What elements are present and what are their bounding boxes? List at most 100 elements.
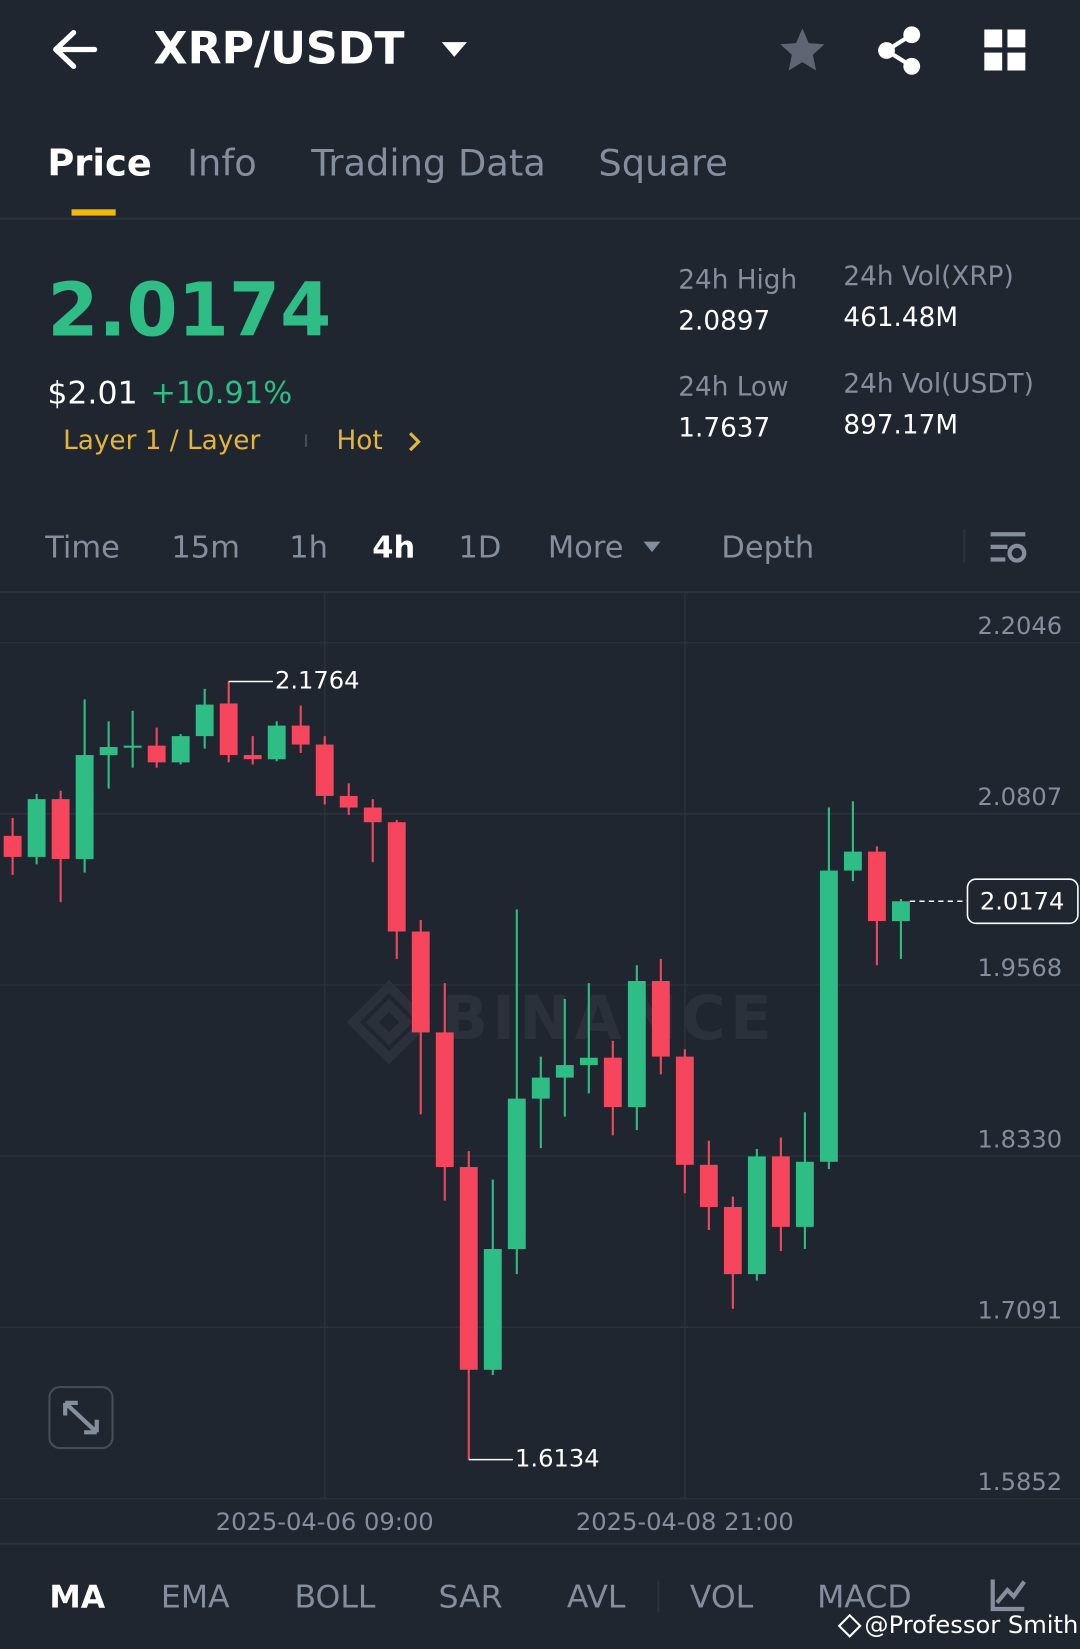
timeframe[interactable]: 1h <box>289 530 328 565</box>
y-tick-label: 1.8330 <box>978 1125 1063 1153</box>
candle-body <box>507 1098 526 1249</box>
candle-body <box>387 822 406 932</box>
candle-body <box>27 799 46 857</box>
tag[interactable]: Hot <box>337 426 383 456</box>
low-label: 1.6134 <box>515 1445 600 1473</box>
more-dropdown[interactable] <box>643 541 661 553</box>
fullscreen-icon <box>63 1400 99 1435</box>
timeframe[interactable]: 15m <box>171 530 240 565</box>
y-tick-label: 2.2046 <box>978 612 1063 640</box>
tab[interactable]: Info <box>187 142 257 185</box>
y-tick-label: 1.9568 <box>978 954 1063 982</box>
stat-value: 1.7637 <box>678 414 770 444</box>
tab[interactable]: Trading Data <box>310 142 546 185</box>
candle-body <box>219 703 238 756</box>
stat-value: 2.0897 <box>678 306 770 336</box>
indicator[interactable]: BOLL <box>294 1579 375 1615</box>
candle-body <box>531 1077 550 1099</box>
y-tick-label: 1.7091 <box>978 1297 1063 1325</box>
share-icon[interactable] <box>878 26 921 75</box>
candle-body <box>867 851 886 922</box>
timeframe[interactable]: More <box>548 530 624 565</box>
candle-body <box>3 835 22 857</box>
candle-body <box>75 755 94 859</box>
indicator[interactable]: VOL <box>690 1579 754 1615</box>
stat-value: 897.17M <box>843 410 958 440</box>
candlestick-chart: BINANCE 2.2046 2.0807 1.9568 1.8330 1.7091 1.5… <box>0 592 1080 1536</box>
candle-body <box>147 745 166 763</box>
candle-body <box>747 1156 766 1275</box>
candle-body <box>315 744 334 796</box>
stat-label: 24h Vol(XRP) <box>843 262 1013 292</box>
timeframe[interactable]: 4h <box>372 530 415 565</box>
candle-body <box>723 1206 742 1275</box>
tab[interactable]: Square <box>598 142 728 185</box>
candle-body <box>291 725 310 745</box>
candle-body <box>267 725 286 760</box>
indicator-settings-icon[interactable] <box>990 1579 1026 1612</box>
watermark: @Professor Smith <box>864 1611 1078 1639</box>
candle-body <box>627 981 646 1108</box>
candle-body <box>843 851 862 871</box>
indicator[interactable]: EMA <box>161 1579 230 1615</box>
candle-body <box>579 1057 598 1066</box>
chart-settings-icon[interactable] <box>990 532 1027 563</box>
high-label: 2.1764 <box>275 667 360 695</box>
timeframe[interactable]: 1D <box>459 530 502 565</box>
grid-menu-icon[interactable] <box>984 29 1026 71</box>
stat-label: 24h Vol(USDT) <box>843 369 1033 399</box>
chart-watermark: BINANCE <box>442 983 776 1054</box>
tab[interactable]: Price <box>47 142 152 185</box>
candle-body <box>99 747 118 756</box>
x-tick-label: 2025-04-08 21:00 <box>576 1508 794 1536</box>
watermark-logo <box>837 1613 862 1638</box>
candle-body <box>51 799 70 859</box>
fullscreen-button[interactable] <box>48 1386 114 1450</box>
y-tick-label: 1.5852 <box>978 1468 1063 1496</box>
candle-body <box>819 870 838 1162</box>
candle-body <box>603 1057 622 1108</box>
favorite-icon[interactable] <box>780 28 825 71</box>
price-change: +10.91% <box>150 376 292 411</box>
indicator[interactable]: SAR <box>439 1579 503 1615</box>
timeframe[interactable]: Depth <box>721 530 814 565</box>
candle-body <box>435 1032 454 1168</box>
candle-body <box>651 981 670 1057</box>
candle-body <box>483 1248 502 1370</box>
candle-body <box>195 704 214 737</box>
candle-body <box>891 901 910 922</box>
x-tick-label: 2025-04-06 09:00 <box>216 1508 434 1536</box>
candle-body <box>699 1164 718 1207</box>
stat-label: 24h Low <box>678 373 788 403</box>
candle-body <box>363 807 382 823</box>
candle-body <box>459 1167 478 1370</box>
candle-body <box>171 736 190 763</box>
last-price-box <box>966 878 1079 925</box>
last-price: 2.0174 <box>47 269 331 354</box>
pair-title[interactable]: XRP/USDT <box>154 24 405 75</box>
candle-body <box>339 795 358 808</box>
candle-body <box>123 745 142 748</box>
candle-body <box>675 1056 694 1165</box>
tag[interactable]: Layer 1 / Layer <box>63 426 260 456</box>
stat-value: 461.48M <box>843 303 958 333</box>
indicator[interactable]: AVL <box>567 1579 626 1615</box>
usd-price: $2.01 <box>47 375 137 411</box>
tab-indicator <box>71 209 116 216</box>
y-tick-label: 2.0807 <box>978 783 1063 811</box>
pair-dropdown[interactable] <box>441 42 467 57</box>
candle-body <box>555 1065 574 1078</box>
back-button[interactable] <box>53 30 98 69</box>
timeframe[interactable]: Time <box>44 530 120 565</box>
candle-body <box>411 931 430 1033</box>
candle-body <box>771 1156 790 1227</box>
candle-body <box>243 755 262 760</box>
candle-body <box>795 1161 814 1227</box>
last-price-label: 2.0174 <box>980 887 1065 915</box>
stat-label: 24h High <box>678 265 797 295</box>
indicator[interactable]: MACD <box>817 1579 912 1615</box>
tag-chevron <box>409 432 421 452</box>
indicator[interactable]: MA <box>49 1579 105 1615</box>
